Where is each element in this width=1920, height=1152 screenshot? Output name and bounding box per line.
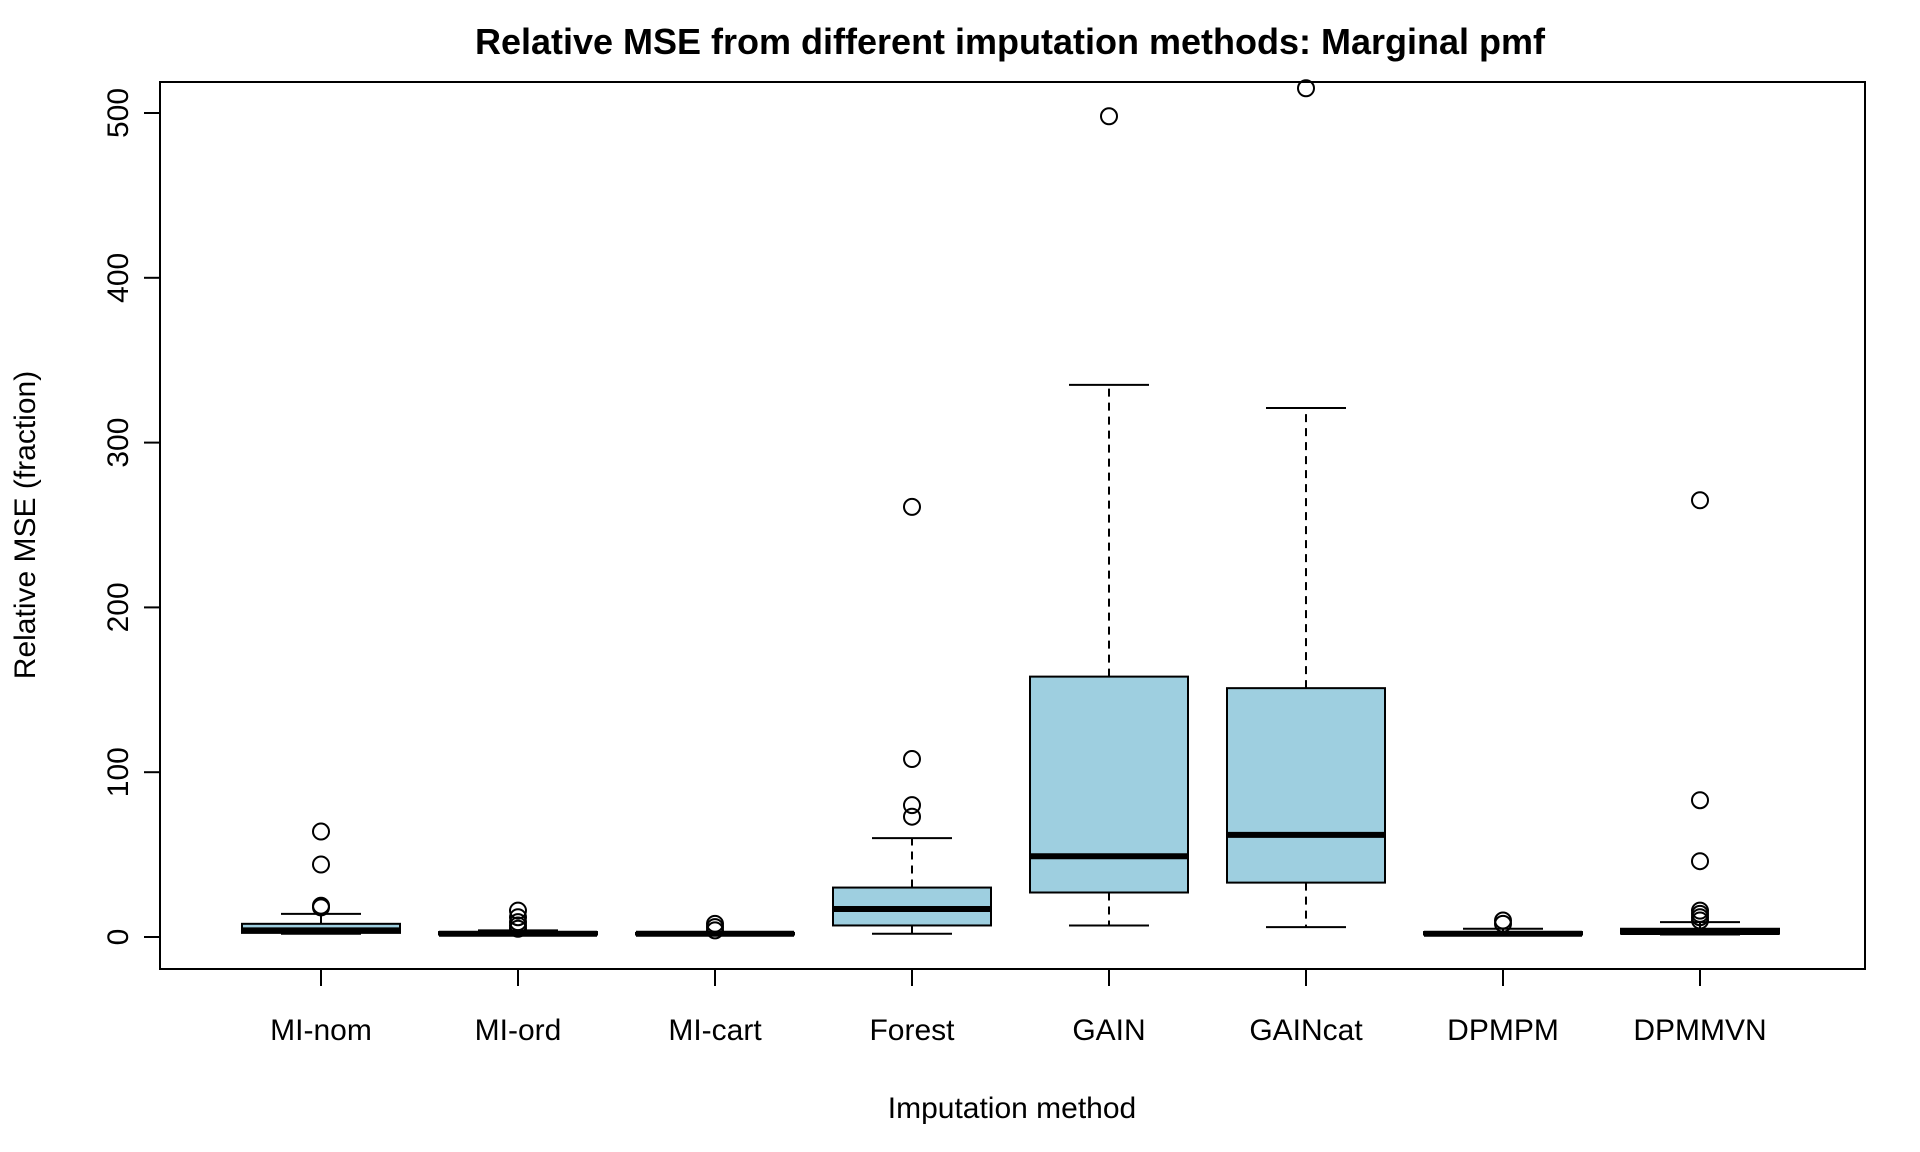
box-group (1620, 491, 1780, 936)
x-tick-label: GAINcat (1249, 1014, 1363, 1047)
box-group (438, 901, 598, 938)
x-tick-label: MI-ord (475, 1014, 562, 1047)
outlier-point (903, 807, 921, 826)
y-tick-label: 0 (102, 929, 135, 946)
x-tick-label: DPMPM (1447, 1014, 1559, 1047)
outlier-point (312, 822, 330, 841)
y-tick-label: 300 (102, 418, 135, 468)
box-group (1029, 107, 1189, 927)
outlier-point (706, 921, 724, 940)
y-tick-label: 100 (102, 747, 135, 797)
box-group (241, 822, 401, 935)
outlier-point (1297, 79, 1315, 98)
outlier-point (1691, 911, 1709, 930)
box-series (241, 79, 1780, 940)
outlier-point (903, 497, 921, 516)
y-tick-label: 400 (102, 253, 135, 303)
outlier-point (1691, 491, 1709, 510)
box-group (635, 914, 795, 940)
outlier-point (509, 919, 527, 938)
box-group (1423, 911, 1583, 937)
x-tick-label: GAIN (1072, 1014, 1145, 1047)
outlier-point (312, 898, 330, 917)
box-group (832, 497, 992, 935)
box-iqr (1029, 675, 1189, 894)
y-axis: 0 100 200 300 400 500 (102, 88, 161, 946)
box-iqr (1226, 687, 1386, 884)
outlier-point (509, 908, 527, 927)
x-tick-label: MI-cart (668, 1014, 762, 1047)
y-axis-label: Relative MSE (fraction) (9, 371, 42, 679)
y-tick-label: 500 (102, 88, 135, 138)
outlier-point (903, 796, 921, 815)
outlier-point (1100, 107, 1118, 126)
outlier-point (1691, 852, 1709, 871)
outlier-point (509, 901, 527, 920)
outlier-point (903, 750, 921, 769)
chart-title: Relative MSE from different imputation m… (475, 21, 1546, 62)
x-tick-label: MI-nom (270, 1014, 372, 1047)
x-axis: MI-nom MI-ord MI-cart Forest GAIN GAINcat DPMP… (270, 968, 1767, 1047)
outlier-point (1691, 791, 1709, 810)
box-group (1226, 79, 1386, 929)
y-tick-label: 200 (102, 582, 135, 632)
x-tick-label: DPMMVN (1633, 1014, 1766, 1047)
outlier-point (1494, 914, 1512, 933)
x-tick-label: Forest (869, 1014, 955, 1047)
x-axis-label: Imputation method (888, 1092, 1136, 1125)
outlier-point (312, 855, 330, 874)
plot-frame (159, 81, 1866, 970)
